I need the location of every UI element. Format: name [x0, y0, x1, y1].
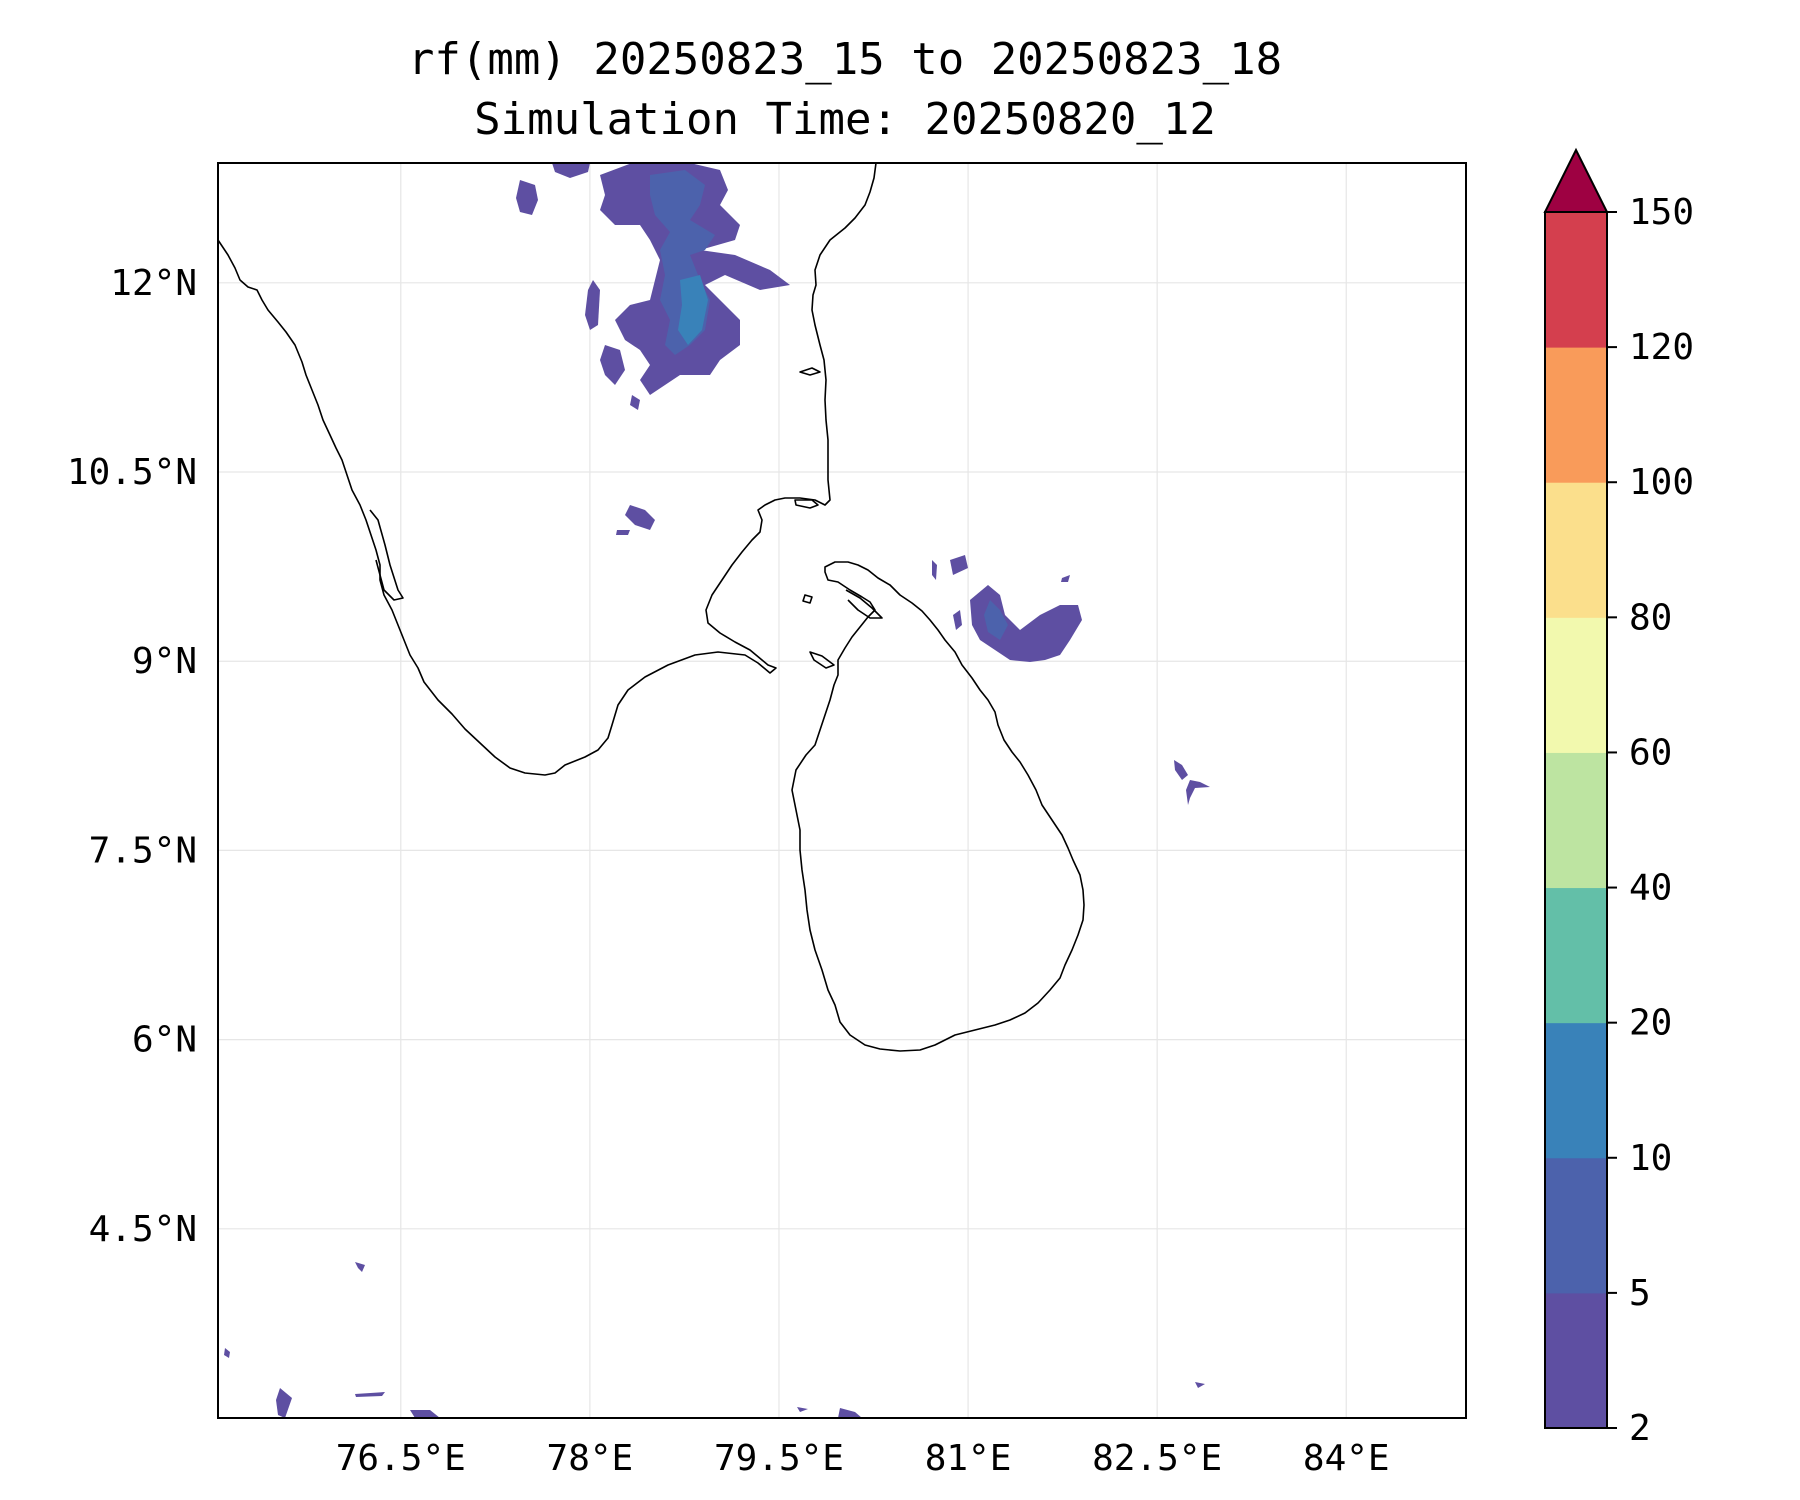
rain-patch-far-east-2 [1186, 780, 1210, 805]
lat-tick-label: 12°N [110, 263, 197, 304]
colorbar-tick-label: 5 [1629, 1273, 1651, 1314]
rain-patch-south-5 [355, 1392, 385, 1397]
lat-tick-label: 7.5°N [89, 830, 197, 871]
lon-tick-label: 78°E [547, 1438, 634, 1479]
colorbar-frame [1544, 211, 1608, 1429]
colorbar-tick-label: 20 [1629, 1003, 1672, 1044]
lon-tick-label: 82.5°E [1092, 1438, 1222, 1479]
longitude-labels: 76.5°E 78°E 79.5°E 81°E 82.5°E 84°E [336, 1438, 1390, 1479]
rain-patch-north-isle1 [585, 280, 600, 330]
rain-patch-far-east-1 [1174, 760, 1188, 780]
colorbar-tick-label: 80 [1629, 597, 1672, 638]
coastline-islet-1 [802, 594, 813, 604]
rainfall-shading [224, 163, 1210, 1418]
rain-patch-mid-west [625, 505, 655, 530]
colorbar-bin [1545, 887, 1607, 1024]
lon-tick-label: 84°E [1303, 1438, 1390, 1479]
lat-tick-label: 4.5°N [89, 1209, 197, 1250]
map-frame [217, 162, 1467, 1419]
coastline-islet-4 [794, 499, 819, 509]
colorbar-tick-label: 10 [1629, 1138, 1672, 1179]
gridlines [218, 163, 1466, 1418]
rain-patch-south-3 [410, 1410, 440, 1418]
colorbar-tick-label: 40 [1629, 868, 1672, 909]
colorbar-bin [1545, 212, 1607, 348]
rain-patch-north-isle3 [630, 395, 640, 410]
rain-patch-mid-west-small [616, 530, 630, 535]
latitude-labels: 12°N 10.5°N 9°N 7.5°N 6°N 4.5°N [67, 263, 197, 1250]
rain-patch-east-1 [932, 560, 937, 580]
rain-patch-south-7 [1195, 1382, 1205, 1388]
colorbar-bin [1545, 1157, 1607, 1294]
colorbar-tick-label: 100 [1629, 462, 1694, 503]
lon-tick-label: 81°E [925, 1438, 1012, 1479]
colorbar-bin [1545, 617, 1607, 753]
rain-patch-east-2 [950, 555, 968, 575]
coastline-india [218, 163, 877, 776]
coastline-islet-3 [799, 367, 821, 376]
coastline-kerala-lagoon [369, 509, 404, 601]
rain-patch-east-3 [953, 610, 962, 630]
colorbar-tick-label: 60 [1629, 732, 1672, 773]
rain-patch-north-west [516, 180, 538, 215]
rain-patch-north-top [552, 163, 590, 178]
colorbar-extend-arrow [1543, 147, 1609, 213]
rain-patch-south-8 [797, 1407, 808, 1412]
coastline-sri-lanka [791, 561, 1085, 1052]
lon-tick-label: 79.5°E [714, 1438, 844, 1479]
rain-patch-north-core-b [678, 275, 708, 345]
rain-patch-east-core [984, 600, 1008, 640]
colorbar-bin [1545, 1022, 1607, 1159]
rain-patch-east-main [970, 585, 1082, 662]
lon-tick-label: 76.5°E [336, 1438, 466, 1479]
colorbar-bin [1545, 1292, 1607, 1429]
rain-patch-east-4 [1061, 575, 1070, 582]
lat-tick-label: 6°N [132, 1020, 197, 1061]
colorbar-tick-label: 2 [1629, 1408, 1651, 1449]
rain-patch-south-6 [224, 1348, 230, 1358]
colorbar-tick-label: 150 [1629, 192, 1694, 233]
coastline-jaffna-lagoon [845, 589, 883, 619]
rain-patch-south-4 [838, 1408, 862, 1418]
colorbar-bin [1545, 482, 1607, 618]
map-subtitle: Simulation Time: 20250820_12 [474, 94, 1216, 145]
rain-patch-north-isle2 [600, 345, 625, 385]
colorbar-tick-label: 120 [1629, 327, 1694, 368]
rain-patch-south-2 [276, 1388, 292, 1418]
map-title: rf(mm) 20250823_15 to 20250823_18 [407, 34, 1283, 85]
colorbar-bin [1545, 752, 1607, 889]
lat-tick-label: 9°N [132, 641, 197, 682]
coastlines [218, 163, 1085, 1052]
rain-patch-south-1 [355, 1262, 365, 1272]
colorbar-bin [1545, 347, 1607, 483]
colorbar: 2 5 10 20 40 60 80 100 120 150 [1543, 147, 1694, 1449]
lat-tick-label: 10.5°N [67, 452, 197, 493]
coastline-islet-2 [809, 651, 835, 669]
